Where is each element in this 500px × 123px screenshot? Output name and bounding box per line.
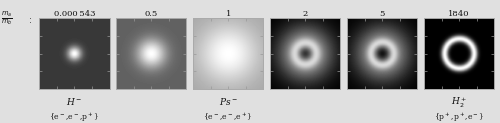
Title: 1840: 1840: [448, 10, 470, 18]
Text: {p$^+$,p$^+$,e$^-$}: {p$^+$,p$^+$,e$^-$}: [434, 111, 484, 123]
Text: Ps$^-$: Ps$^-$: [219, 96, 238, 107]
Text: H$^-$: H$^-$: [66, 96, 82, 107]
Title: 5: 5: [380, 10, 385, 18]
Title: 2: 2: [302, 10, 308, 18]
Text: :: :: [29, 16, 32, 25]
Title: 0.5: 0.5: [145, 10, 158, 18]
Text: {e$^-$,e$^-$,e$^+$}: {e$^-$,e$^-$,e$^+$}: [204, 111, 253, 123]
Text: $\frac{m_a}{m_b}$: $\frac{m_a}{m_b}$: [1, 9, 13, 27]
Title: 0.000 543: 0.000 543: [54, 10, 95, 18]
Title: 1: 1: [226, 10, 231, 18]
Text: H$_2^+$: H$_2^+$: [451, 96, 467, 110]
Text: {e$^-$,e$^-$,p$^+$}: {e$^-$,e$^-$,p$^+$}: [50, 111, 100, 123]
